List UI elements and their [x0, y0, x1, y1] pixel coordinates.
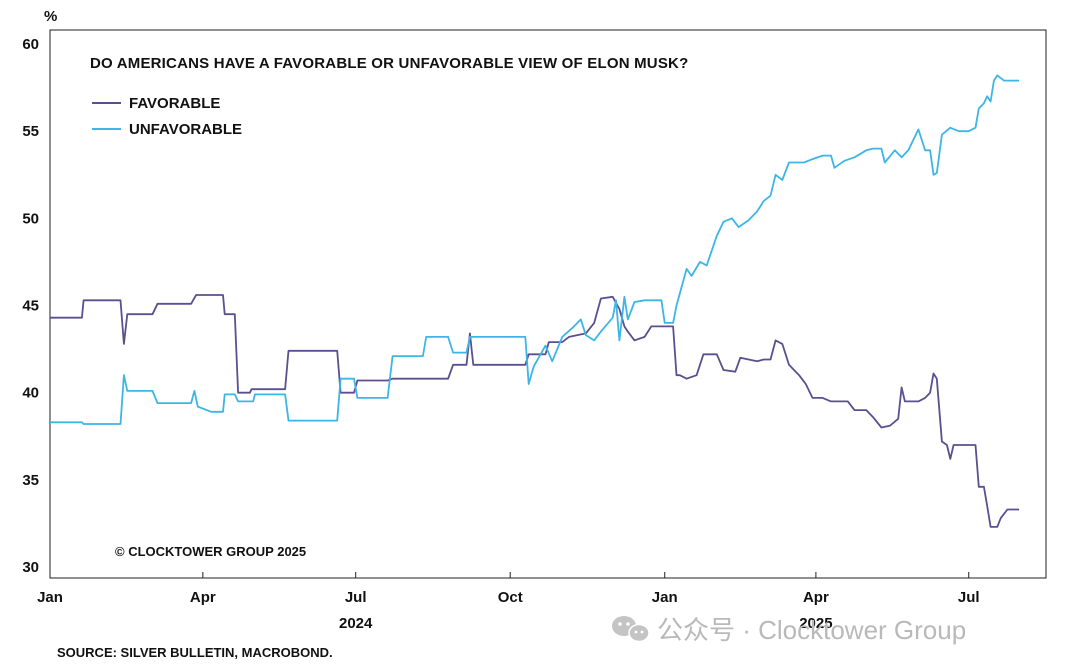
series-line-favorable [50, 294, 1020, 528]
x-year-label: 2024 [339, 615, 373, 632]
y-tick-label: 40 [22, 385, 39, 402]
x-year-label: 2025 [799, 615, 832, 632]
x-tick-label: Jul [345, 589, 367, 606]
legend: FAVORABLE UNFAVORABLE [92, 95, 242, 138]
y-axis-ticks: 30 35 40 45 50 55 60 [22, 36, 39, 576]
year-labels: 2024 2025 [339, 615, 833, 632]
y-tick-label: 45 [22, 298, 39, 315]
series-line-unfavorable [50, 74, 1020, 425]
legend-label-unfavorable: UNFAVORABLE [129, 121, 242, 138]
y-tick-label: 55 [22, 123, 39, 140]
plot-frame [49, 29, 1047, 579]
y-tick-label: 35 [22, 472, 39, 489]
x-tick-label: Oct [498, 589, 523, 606]
x-tick-label: Apr [190, 589, 216, 606]
copyright-note: © CLOCKTOWER GROUP 2025 [115, 544, 306, 559]
x-tick-label: Jan [652, 589, 678, 606]
x-tick-label: Apr [803, 589, 829, 606]
legend-label-favorable: FAVORABLE [129, 95, 220, 112]
y-tick-label: 50 [22, 210, 39, 227]
chart-title: DO AMERICANS HAVE A FAVORABLE OR UNFAVOR… [90, 55, 688, 72]
x-tick-label: Jul [958, 589, 980, 606]
y-tick-label: 60 [22, 36, 39, 53]
watermark: 公众号 · Clocktower Group [612, 615, 966, 645]
x-tick-label: Jan [37, 589, 63, 606]
wechat-icon [612, 616, 650, 643]
source-note: SOURCE: SILVER BULLETIN, MACROBOND. [57, 645, 333, 660]
watermark-text: 公众号 · Clocktower Group [657, 615, 966, 645]
y-axis-unit: % [44, 8, 57, 25]
y-tick-label: 30 [22, 559, 39, 576]
series-lines [50, 74, 1020, 528]
x-axis-ticks: Jan Apr Jul Oct Jan Apr Jul [37, 572, 980, 606]
